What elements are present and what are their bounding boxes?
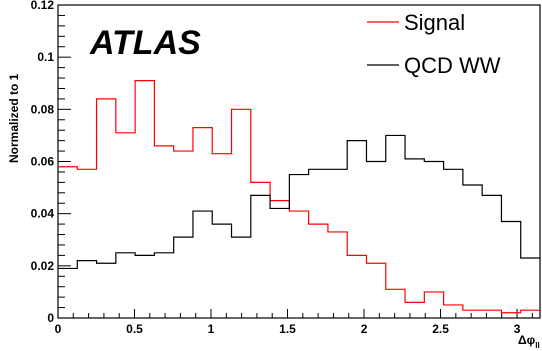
legend-qcdww-label: QCD WW [404,53,501,78]
y-tick-label: 0.02 [31,259,55,273]
x-axis: 0 0.5 1 1.5 2 2.5 3 [55,309,533,336]
x-axis-title-sub: ll [535,341,539,350]
series-signal-histogram [58,80,540,314]
x-tick-label: 3 [514,322,521,336]
x-tick-label: 2 [361,322,368,336]
y-axis-title: Normalized to 1 [7,73,21,163]
atlas-label: ATLAS [89,24,201,62]
y-tick-label: 0.1 [37,50,54,64]
x-axis-title-main: Δφ [518,333,536,347]
legend: Signal QCD WW [367,10,501,78]
y-tick-label: 0 [47,311,54,325]
y-tick-label: 0.12 [31,0,55,12]
x-tick-label: 1 [208,322,215,336]
legend-signal-label: Signal [404,10,465,35]
series-qcd-ww-histogram [58,134,540,270]
y-tick-label: 0.04 [31,207,55,221]
series-layer [58,80,540,314]
y-tick-label: 0.08 [31,102,55,116]
x-tick-label: 1.5 [279,322,296,336]
x-tick-label: 0 [55,322,62,336]
x-tick-label: 0.5 [126,322,143,336]
y-axis: 0 0.02 0.04 0.06 0.08 0.1 0.12 [31,0,71,325]
y-tick-label: 0.06 [31,155,55,169]
x-tick-label: 2.5 [432,322,449,336]
x-axis-title: Δφll [518,333,540,350]
